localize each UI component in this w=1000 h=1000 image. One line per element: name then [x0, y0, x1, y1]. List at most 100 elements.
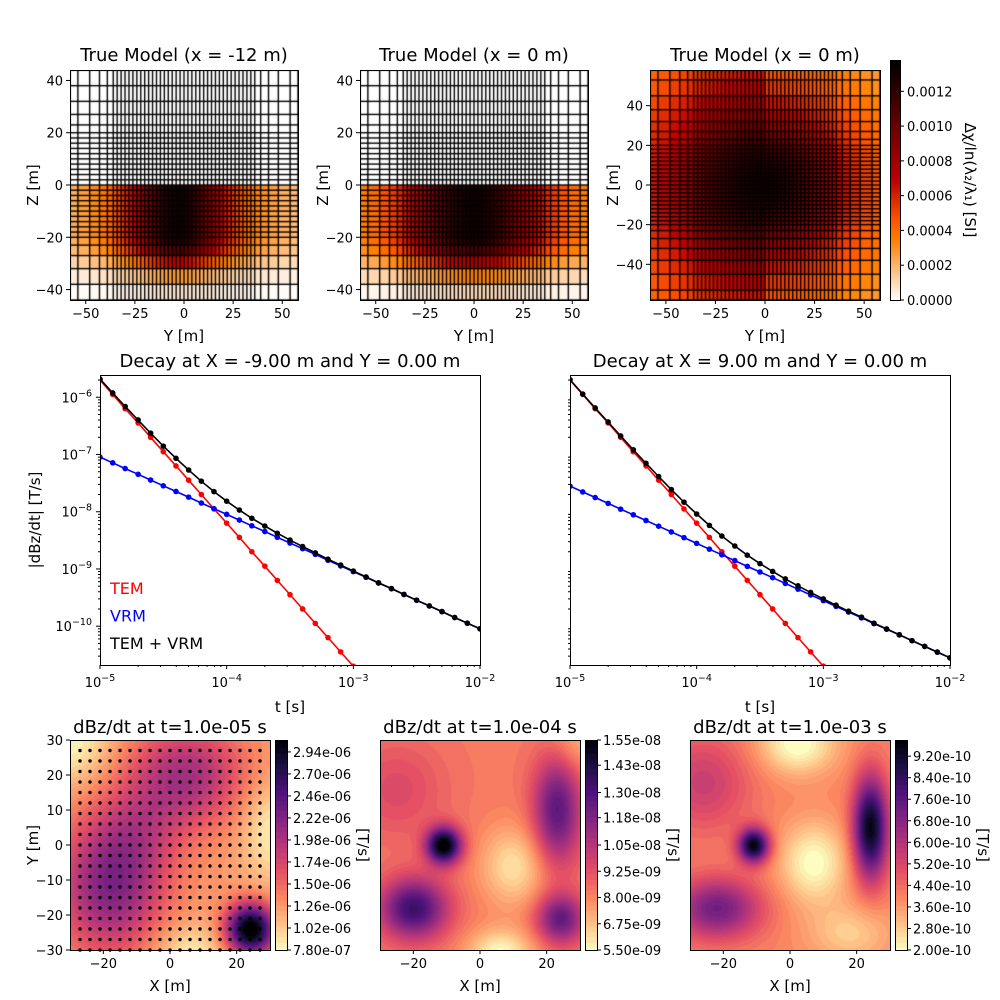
receiver-point — [118, 759, 122, 763]
data-point — [871, 620, 877, 626]
receiver-point — [118, 748, 122, 753]
receiver-point — [258, 790, 262, 795]
data-point — [160, 482, 167, 489]
colorbar-tick-label: 0.0008 — [907, 155, 953, 170]
receiver-point — [178, 853, 182, 858]
receiver-point — [228, 822, 232, 826]
receiver-point — [98, 822, 102, 826]
receiver-point — [148, 780, 152, 784]
legend-entry-vrm: VRM — [110, 607, 146, 626]
x-tick-label: −25 — [702, 307, 729, 322]
x-axis-label: t [s] — [745, 698, 775, 716]
receiver-point — [98, 916, 102, 921]
receiver-point — [258, 927, 262, 931]
receiver-point — [248, 832, 252, 837]
receiver-point — [128, 822, 132, 826]
panel-title: dBz/dt at t=1.0e-05 s — [73, 717, 267, 738]
data-point — [579, 489, 586, 495]
receiver-point — [178, 895, 182, 900]
receiver-point — [218, 822, 222, 826]
colorbar-label: [T/s] — [664, 828, 682, 862]
colorbar-tick-label: 2.00e-10 — [913, 944, 971, 959]
receiver-point — [218, 895, 222, 900]
receiver-point — [248, 874, 252, 879]
receiver-point — [238, 864, 242, 868]
data-point — [198, 478, 205, 484]
x-tick-label: 10−3 — [808, 673, 839, 691]
receiver-point — [88, 874, 92, 879]
data-point — [706, 534, 713, 541]
model-axes-frame — [70, 70, 299, 301]
receiver-point — [128, 843, 132, 847]
receiver-point — [138, 759, 142, 763]
receiver-point — [238, 822, 242, 826]
data-point — [693, 511, 700, 517]
receiver-point — [188, 759, 192, 763]
decay-axes-frame — [570, 375, 951, 666]
receiver-point — [178, 748, 182, 753]
model-section-x-0-full — [650, 70, 880, 300]
data-point — [693, 520, 700, 526]
receiver-point — [228, 790, 232, 795]
receiver-point — [88, 780, 92, 784]
data-point — [337, 562, 344, 568]
data-point — [579, 391, 586, 397]
receiver-point — [168, 759, 172, 763]
data-point — [147, 477, 154, 483]
receiver-point — [178, 780, 182, 784]
receiver-point — [128, 906, 132, 910]
receiver-point — [168, 811, 172, 816]
data-point — [337, 649, 344, 655]
colorbar-tick-label: 1.43e-08 — [603, 759, 661, 774]
receiver-point — [168, 801, 172, 805]
receiver-point — [218, 874, 222, 879]
receiver-point — [238, 801, 242, 805]
data-point — [947, 655, 950, 661]
receiver-point — [138, 748, 142, 753]
receiver-point — [208, 853, 212, 858]
data-point — [185, 467, 192, 473]
receiver-point — [158, 885, 162, 889]
data-point — [388, 585, 395, 592]
data-point — [401, 591, 407, 598]
y-tick-label: 10−9 — [61, 560, 92, 578]
receiver-point — [238, 906, 242, 910]
receiver-point — [158, 906, 162, 910]
panel-title: True Model (x = 0 m) — [669, 45, 860, 66]
colorbar-tick-label: 9.25e-09 — [603, 865, 661, 880]
receiver-point — [78, 906, 82, 910]
receiver-point — [258, 780, 262, 784]
data-point — [845, 608, 852, 614]
panel-title: True Model (x = 0 m) — [378, 45, 569, 66]
receiver-point — [188, 916, 192, 921]
receiver-point — [158, 811, 162, 816]
data-point — [122, 403, 128, 410]
receiver-point — [158, 927, 162, 931]
receiver-point — [218, 853, 222, 858]
receiver-point — [148, 927, 152, 931]
receiver-point — [178, 885, 182, 889]
x-tick-label: 50 — [856, 307, 873, 322]
receiver-point — [248, 916, 252, 921]
data-point — [934, 649, 941, 655]
x-tick-label: 10−5 — [85, 673, 116, 691]
colorbar-tick-label: 7.80e-07 — [293, 944, 351, 959]
x-tick-label: 10−4 — [681, 673, 712, 691]
data-point — [592, 494, 598, 501]
x-tick-label: −25 — [411, 307, 438, 322]
receiver-point — [138, 853, 142, 858]
x-tick-label: −50 — [652, 307, 679, 322]
receiver-point — [118, 790, 122, 795]
receiver-point — [78, 843, 82, 847]
receiver-point — [218, 801, 222, 805]
receiver-point — [138, 832, 142, 837]
receiver-point — [198, 790, 202, 795]
x-axis-label: X [m] — [149, 977, 190, 995]
receiver-point — [218, 811, 222, 816]
receiver-point — [98, 801, 102, 805]
receiver-point — [108, 874, 112, 879]
y-tick-label: 10−8 — [61, 503, 92, 521]
data-point — [350, 663, 356, 665]
legend-entry-tem: TEM — [109, 579, 144, 598]
